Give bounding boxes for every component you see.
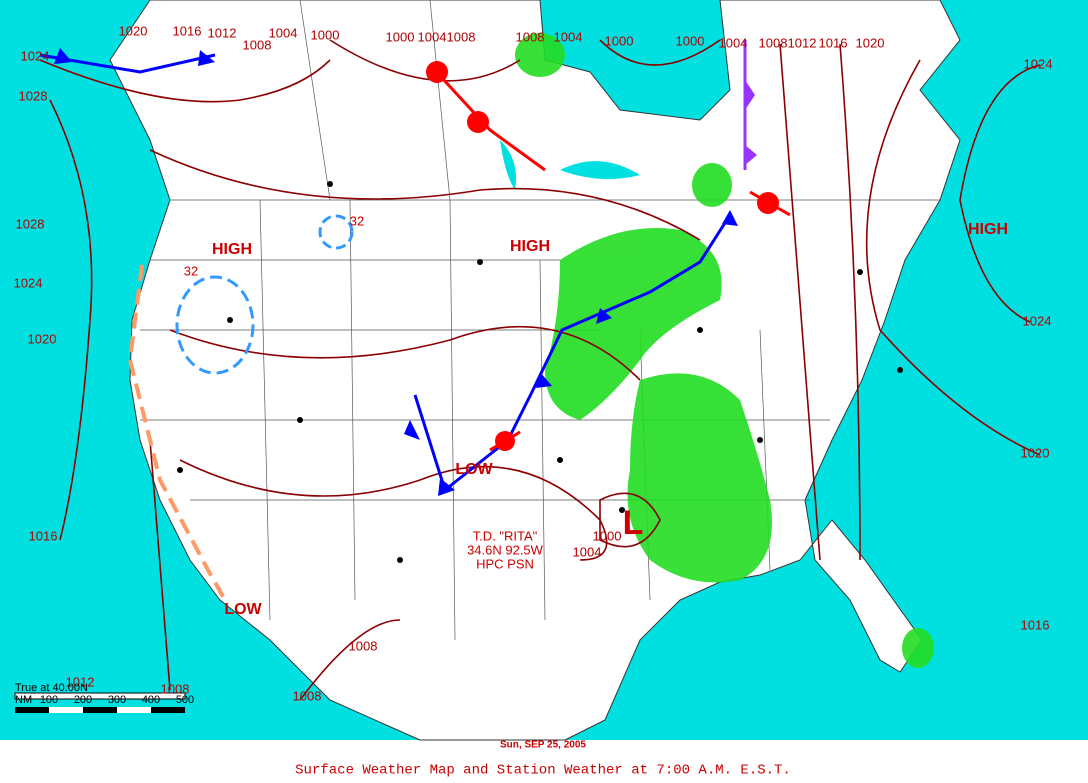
temp-label: 32 xyxy=(184,263,198,278)
isobar-label: 1008 xyxy=(447,29,476,44)
isobars xyxy=(39,39,1041,701)
isobar-label: 1028 xyxy=(19,88,48,103)
isobar-label: 1008 xyxy=(759,35,788,50)
isobar-label: 1008 xyxy=(293,688,322,703)
storm-label: HPC PSN xyxy=(476,556,534,571)
isobar-label: 1000 xyxy=(311,27,340,42)
isobar-label: 1020 xyxy=(119,23,148,38)
map-date: Sun, SEP 25, 2005 xyxy=(500,740,586,751)
isobar-label: 1012 xyxy=(66,674,95,689)
pressure-system: HIGH xyxy=(212,241,252,258)
pressure-system: HIGH xyxy=(968,221,1008,238)
isobar-label: 1028 xyxy=(16,216,45,231)
isobar-label: 1008 xyxy=(349,638,378,653)
isobar-label: 1004 xyxy=(719,35,748,50)
isobar-label: 1024 xyxy=(21,48,50,63)
isobar-label: 1004 xyxy=(554,29,583,44)
isobar-label: 1004 xyxy=(269,25,298,40)
isobar-label: 1020 xyxy=(28,331,57,346)
isobar-label: 1008 xyxy=(516,29,545,44)
isobar-label: 1024 xyxy=(1024,56,1053,71)
isobar-label: 1008 xyxy=(243,37,272,52)
scale-title: True at 40.00N xyxy=(15,682,88,694)
scale-tick: 500 xyxy=(176,694,194,706)
stations xyxy=(177,181,903,563)
storm-label: 34.6N 92.5W xyxy=(467,542,544,557)
scale-bar xyxy=(14,692,186,713)
isobar-label: 1012 xyxy=(208,25,237,40)
isobar-label: 1020 xyxy=(856,35,885,50)
isobar-label: 1016 xyxy=(29,528,58,543)
isobar-label: 1024 xyxy=(1023,313,1052,328)
isobar-label: 1024 xyxy=(14,275,43,290)
isobar-label: 1012 xyxy=(788,35,817,50)
isobar-label: 1000 xyxy=(386,29,415,44)
isobar-label: 1000 xyxy=(593,528,622,543)
pressure-system: L xyxy=(623,504,644,542)
scale-tick: 100 xyxy=(40,694,58,706)
storm-label: T.D. "RITA" xyxy=(473,528,538,543)
isobar-label: 1016 xyxy=(1021,617,1050,632)
pressure-system: LOW xyxy=(224,601,262,618)
fronts xyxy=(39,40,791,601)
scale-unit: NM xyxy=(15,694,32,706)
boundaries xyxy=(140,0,940,641)
isobar-label: 1000 xyxy=(605,33,634,48)
isobar-label: 1000 xyxy=(676,33,705,48)
lakes xyxy=(500,140,640,190)
isobar-label: 1016 xyxy=(173,23,202,38)
scale-tick: 400 xyxy=(142,694,160,706)
isobar-label: 1004 xyxy=(573,544,602,559)
pressure-system: LOW xyxy=(455,461,493,478)
pressure-system: HIGH xyxy=(510,238,550,255)
isobar-label: 1004 xyxy=(418,29,447,44)
isobar-label: 1008 xyxy=(161,681,190,696)
isobar-label: 1016 xyxy=(819,35,848,50)
map-caption: Surface Weather Map and Station Weather … xyxy=(295,763,791,779)
isobar-label: 1020 xyxy=(1021,445,1050,460)
temp-label: 32 xyxy=(350,213,364,228)
scale-tick: 200 xyxy=(74,694,92,706)
scale-tick: 300 xyxy=(108,694,126,706)
